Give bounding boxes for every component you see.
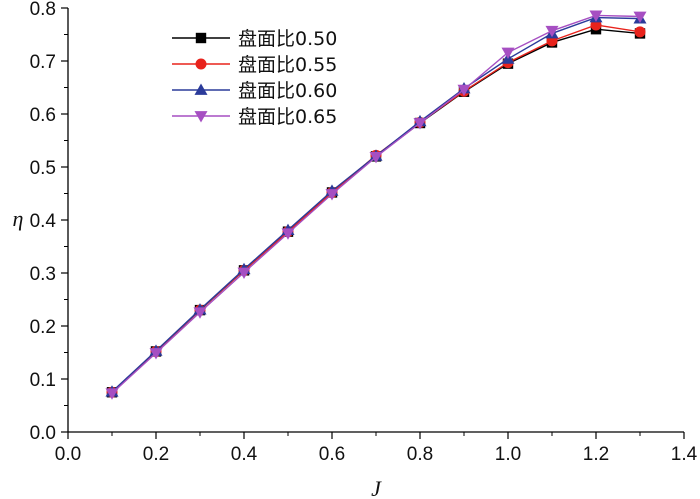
y-tick-label: 0.6 [30,105,56,126]
data-point [369,152,383,164]
data-point [149,348,163,360]
series-line [111,28,641,393]
y-axis-title: η [13,206,24,231]
data-point [413,118,427,130]
x-tick-label: 0.8 [407,444,433,465]
data-point [633,11,647,23]
data-point [105,388,119,400]
series-line [111,24,641,393]
x-tick-label: 1.0 [495,444,521,465]
data-point [325,189,339,201]
legend-entry-4: 盘面比0.65 [172,106,337,128]
legend-label: 盘面比0.55 [238,54,337,76]
data-point [457,84,471,97]
y-tick-label: 0.4 [30,211,57,232]
legend-label: 盘面比0.50 [238,28,337,50]
y-tick-label: 0.3 [30,264,56,285]
x-tick-label: 0.4 [231,444,258,465]
x-tick-label: 0.6 [319,444,345,465]
x-tick-label: 0.2 [143,444,169,465]
data-point [281,228,295,240]
data-point [545,25,559,38]
axes: 0.0 0.2 0.4 0.6 0.8 1.0 1.2 1.4 0.0 0.1 0.2 0.3 0.4 0… [30,0,698,465]
series-3 [105,11,647,397]
y-tick-label: 0.8 [30,0,56,20]
series-1 [106,24,646,398]
legend-marker [195,58,207,70]
x-tick-label: 1.2 [583,444,609,465]
series-layer [105,10,647,400]
legend-entry-2: 盘面比0.55 [172,54,337,76]
legend-marker [195,32,207,44]
data-point [501,47,515,60]
y-tick-label: 0.2 [30,317,56,338]
y-tick-label: 0.7 [30,52,56,73]
series-4 [105,10,647,400]
legend-entry-3: 盘面比0.60 [172,80,337,102]
legend-marker [194,111,208,123]
data-point [634,26,646,38]
x-tick-label: 0.0 [55,444,81,465]
legend-marker [194,83,208,95]
legend-label: 盘面比0.60 [238,80,337,102]
legend-label: 盘面比0.65 [238,106,337,128]
data-point [237,267,251,279]
data-point [193,307,207,319]
series-line [111,16,641,393]
legend-entry-1: 盘面比0.50 [172,28,337,50]
data-point [589,10,603,22]
legend: 盘面比0.50 盘面比0.55 盘面比0.60 盘面比0.65 [172,28,337,128]
x-tick-label: 1.4 [671,444,698,465]
series-line [111,14,641,394]
y-tick-label: 0.0 [30,423,56,444]
y-tick-label: 0.1 [30,370,56,391]
y-tick-label: 0.5 [30,158,56,179]
series-2 [106,19,646,398]
x-axis-title: J [371,476,382,499]
